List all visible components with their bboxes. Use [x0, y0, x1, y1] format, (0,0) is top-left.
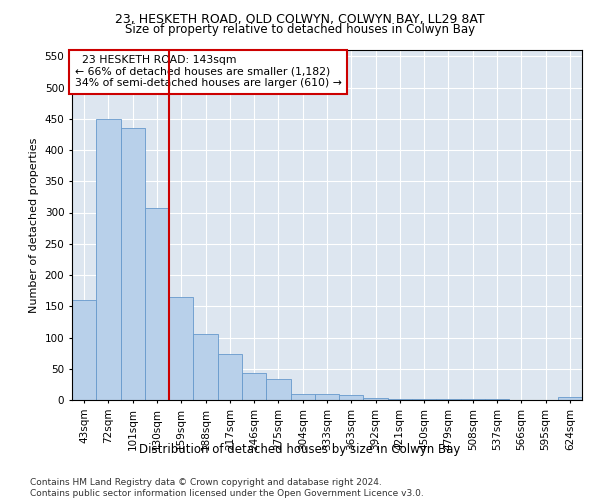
- Bar: [315, 394, 339, 400]
- Bar: [388, 399, 412, 400]
- Text: Distribution of detached houses by size in Colwyn Bay: Distribution of detached houses by size …: [139, 442, 461, 456]
- Text: 23 HESKETH ROAD: 143sqm  
← 66% of detached houses are smaller (1,182)
34% of se: 23 HESKETH ROAD: 143sqm ← 66% of detache…: [74, 56, 341, 88]
- Bar: [290, 394, 315, 400]
- Bar: [72, 300, 96, 400]
- Bar: [412, 399, 436, 400]
- Bar: [558, 397, 582, 400]
- Bar: [193, 334, 218, 400]
- Bar: [96, 119, 121, 400]
- Text: Contains HM Land Registry data © Crown copyright and database right 2024.
Contai: Contains HM Land Registry data © Crown c…: [30, 478, 424, 498]
- Text: 23, HESKETH ROAD, OLD COLWYN, COLWYN BAY, LL29 8AT: 23, HESKETH ROAD, OLD COLWYN, COLWYN BAY…: [115, 12, 485, 26]
- Y-axis label: Number of detached properties: Number of detached properties: [29, 138, 39, 312]
- Bar: [339, 395, 364, 400]
- Bar: [218, 354, 242, 400]
- Bar: [242, 372, 266, 400]
- Bar: [266, 380, 290, 400]
- Bar: [169, 297, 193, 400]
- Text: Size of property relative to detached houses in Colwyn Bay: Size of property relative to detached ho…: [125, 22, 475, 36]
- Bar: [121, 128, 145, 400]
- Bar: [145, 208, 169, 400]
- Bar: [364, 398, 388, 400]
